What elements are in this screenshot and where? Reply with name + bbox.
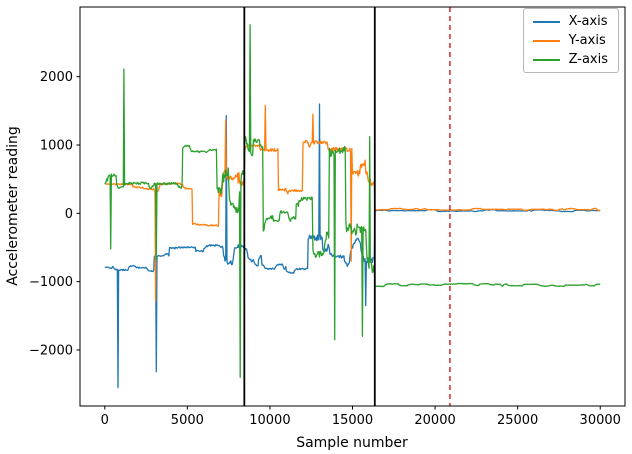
x-tick-label: 15000 [332, 413, 373, 428]
y-tick-label: 0 [65, 207, 73, 222]
x-tick-label: 30000 [580, 413, 621, 428]
x-tick-label: 20000 [414, 413, 455, 428]
y-tick-label: −2000 [29, 343, 73, 358]
y-tick-label: 2000 [40, 70, 73, 85]
legend-label: X-axis [568, 14, 608, 29]
y-tick-label: 1000 [40, 139, 73, 154]
x-tick-label: 25000 [497, 413, 538, 428]
legend-line-swatch [532, 39, 560, 42]
legend-label: Z-axis [568, 52, 608, 67]
y-tick-label: −1000 [29, 275, 73, 290]
legend-item-z-axis: Z-axis [532, 52, 608, 67]
x-axis-label: Sample number [296, 435, 408, 451]
series-line-y-axis [104, 104, 601, 303]
legend-item-x-axis: X-axis [532, 14, 608, 29]
legend: X-axis Y-axis Z-axis [522, 8, 619, 73]
y-axis-label: Accelerometer reading [5, 126, 21, 286]
x-tick-label: 0 [101, 413, 109, 428]
legend-line-swatch [532, 58, 560, 61]
series-line-z-axis [104, 24, 601, 378]
series-line-x-axis [104, 103, 601, 389]
legend-line-swatch [532, 20, 560, 23]
legend-item-y-axis: Y-axis [532, 33, 608, 48]
x-tick-label: 10000 [249, 413, 290, 428]
x-tick-label: 5000 [171, 413, 204, 428]
legend-label: Y-axis [568, 33, 606, 48]
